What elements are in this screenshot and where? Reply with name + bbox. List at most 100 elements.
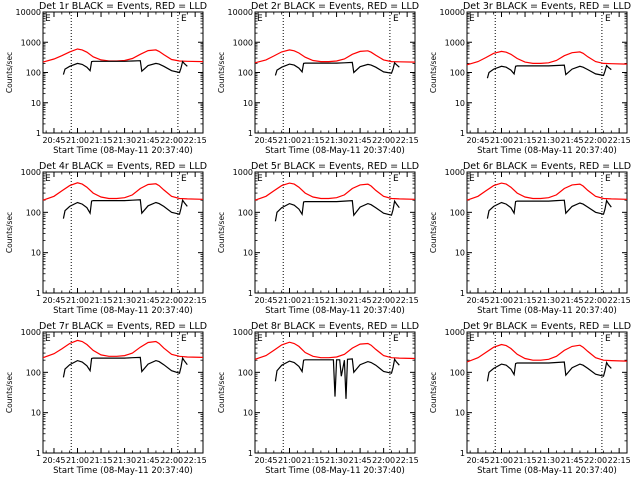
plot-frame [254,331,416,454]
series-line-events-black [62,356,188,378]
x-tick-label: 20:45 [466,136,489,145]
x-axis-label: Start Time (08-May-11 20:37:40) [265,306,405,316]
y-tick-label: 1000 [21,328,41,337]
x-tick-label: 22:15 [184,136,207,145]
series-line-lld-red [42,339,204,359]
y-axis-label: Counts/sec [429,52,438,93]
x-axis-label: Start Time (08-May-11 20:37:40) [53,146,193,156]
y-tick-label: 100 [450,208,465,217]
y-tick-label: 1000 [21,38,41,47]
series-line-lld-red [254,182,416,201]
y-tick-label: 1000 [233,168,253,177]
y-tick-label: 10 [243,249,253,258]
y-tick-label: 1 [248,449,253,458]
y-tick-label: 100 [450,368,465,377]
x-tick-label: 21:45 [137,456,160,465]
x-tick-label: 21:00 [490,456,513,465]
y-tick-label: 10 [243,99,253,108]
x-tick-label: 21:45 [561,456,584,465]
y-tick-label: 1 [36,289,41,298]
x-tick-label: 21:45 [137,136,160,145]
y-axis-label: Counts/sec [5,212,14,253]
x-tick-label: 21:00 [278,136,301,145]
event-marker-left: E [257,334,263,344]
y-tick-label: 1000 [233,328,253,337]
chart-title: Det 3r BLACK = Events, RED = LLD [463,1,631,12]
x-tick-label: 22:15 [396,296,419,305]
x-tick-label: 22:00 [160,456,183,465]
y-tick-label: 10 [31,249,41,258]
x-tick-label: 21:00 [490,136,513,145]
chart-title: Det 7r BLACK = Events, RED = LLD [39,321,207,332]
x-tick-label: 21:00 [278,296,301,305]
x-axis-label: Start Time (08-May-11 20:37:40) [477,306,617,316]
x-tick-label: 21:45 [561,296,584,305]
x-tick-label: 21:15 [302,136,325,145]
series-line-lld-red [254,49,416,64]
event-marker-left: E [45,334,51,344]
y-axis-label: Counts/sec [429,212,438,253]
x-tick-label: 21:15 [302,456,325,465]
x-tick-label: 20:45 [42,456,65,465]
chart-panel-7: Det 7r BLACK = Events, RED = LLD 1 10 100 10… [5,321,207,476]
chart-panel-5: Det 5r BLACK = Events, RED = LLD 1 10 100 10… [217,161,419,316]
y-tick-label: 10 [455,409,465,418]
y-tick-label: 100 [26,69,41,78]
x-tick-label: 20:45 [466,456,489,465]
event-marker-left: E [257,14,263,24]
x-tick-label: 22:00 [372,136,395,145]
y-tick-label: 10000 [228,8,253,17]
y-axis-label: Counts/sec [217,372,226,413]
chart-title: Det 8r BLACK = Events, RED = LLD [251,321,419,332]
x-tick-label: 22:15 [608,456,631,465]
series-line-lld-red [254,341,416,360]
x-tick-label: 21:45 [349,296,372,305]
x-tick-label: 21:30 [113,296,136,305]
y-tick-label: 100 [238,69,253,78]
y-tick-label: 10000 [440,8,465,17]
series-line-lld-red [42,48,204,63]
x-tick-label: 22:00 [372,456,395,465]
y-tick-label: 100 [238,368,253,377]
x-tick-label: 21:30 [537,296,560,305]
y-tick-label: 1000 [445,168,465,177]
x-tick-label: 21:00 [66,456,89,465]
x-tick-label: 21:15 [302,296,325,305]
event-marker-right: E [605,14,611,24]
chart-title: Det 6r BLACK = Events, RED = LLD [463,161,631,172]
y-tick-label: 1 [460,129,465,138]
x-axis-label: Start Time (08-May-11 20:37:40) [477,466,617,476]
x-tick-label: 21:15 [90,296,113,305]
x-tick-label: 21:30 [537,136,560,145]
event-marker-right: E [393,174,399,184]
x-axis-label: Start Time (08-May-11 20:37:40) [53,306,193,316]
chart-title: Det 5r BLACK = Events, RED = LLD [251,161,419,172]
event-marker-left: E [469,14,475,24]
y-tick-label: 10 [243,409,253,418]
series-line-events-black [486,64,612,79]
series-line-lld-red [466,182,628,201]
y-tick-label: 1 [36,449,41,458]
y-axis-label: Counts/sec [217,52,226,93]
x-tick-label: 22:15 [396,136,419,145]
x-tick-label: 21:45 [349,456,372,465]
x-tick-label: 21:45 [137,296,160,305]
plot-frame [466,11,628,134]
y-tick-label: 10 [31,409,41,418]
x-tick-label: 21:00 [66,296,89,305]
series-line-events-black [62,60,188,75]
event-marker-right: E [181,334,187,344]
x-tick-label: 20:45 [42,136,65,145]
y-tick-label: 100 [450,69,465,78]
x-tick-label: 21:30 [113,136,136,145]
x-tick-label: 22:00 [584,296,607,305]
chart-title: Det 1r BLACK = Events, RED = LLD [39,1,207,12]
x-axis-label: Start Time (08-May-11 20:37:40) [53,466,193,476]
chart-panel-6: Det 6r BLACK = Events, RED = LLD 1 10 100 10… [429,161,631,316]
chart-panel-2: Det 2r BLACK = Events, RED = LLD 1 10 100 10… [217,1,419,156]
x-tick-label: 21:45 [349,136,372,145]
chart-title: Det 2r BLACK = Events, RED = LLD [251,1,419,12]
x-tick-label: 22:15 [608,296,631,305]
event-marker-left: E [469,334,475,344]
